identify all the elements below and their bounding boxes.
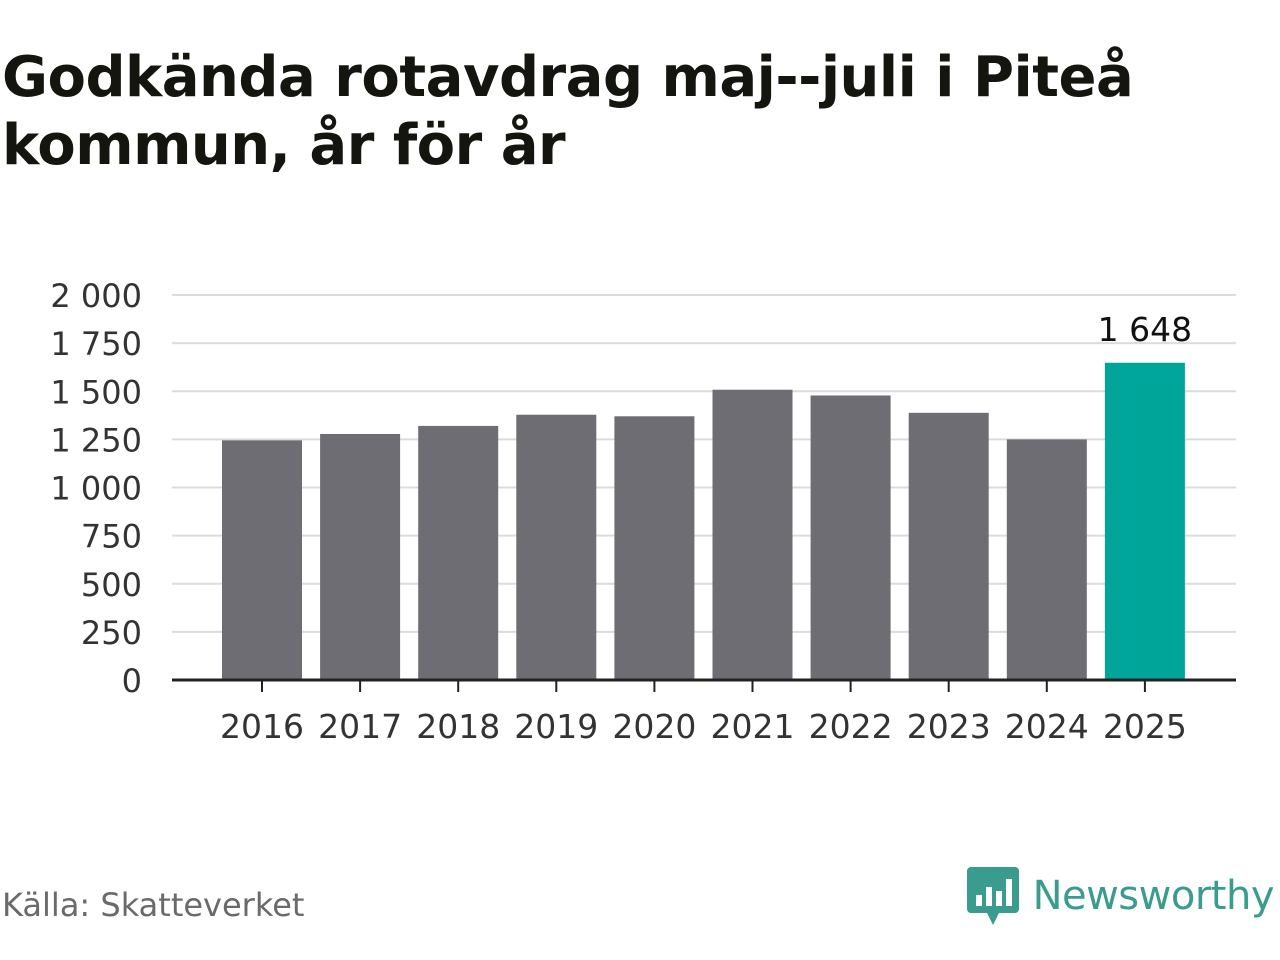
bar-2022: [810, 395, 891, 680]
bars: [222, 362, 1185, 680]
data-label: 1 648: [1098, 310, 1192, 349]
x-tick-label: 2022: [809, 707, 893, 746]
bar-2025: [1104, 362, 1185, 680]
data-labels: 1 648: [1098, 310, 1192, 349]
x-tick-label: 2016: [220, 707, 304, 746]
x-tick-label: 2023: [907, 707, 991, 746]
source-note: Källa: Skatteverket: [2, 886, 305, 924]
brand[interactable]: Newsworthy: [966, 864, 1275, 928]
y-tick-labels: 0 250 500 750 1 000 1 250 1 500 1 750 2 000: [50, 277, 142, 700]
x-tick-label: 2020: [612, 707, 696, 746]
x-tick-label: 2017: [318, 707, 402, 746]
x-tick-label: 2021: [711, 707, 795, 746]
x-tick-label: 2024: [1005, 707, 1089, 746]
brand-name: Newsworthy: [1032, 873, 1275, 919]
axes: [172, 678, 1236, 692]
bar-2019: [516, 414, 597, 680]
newsworthy-logo-icon: [966, 867, 1019, 925]
x-tick-labels: 2016 2017 2018 2019 2020 2021 2022 2023 2024 2025: [220, 707, 1187, 746]
y-tick-label: 0: [122, 662, 142, 700]
y-tick-label: 2 000: [50, 277, 142, 315]
bar-2021: [712, 389, 793, 680]
bar-2016: [222, 440, 302, 680]
y-tick-label: 750: [81, 518, 142, 556]
bar-2020: [614, 416, 695, 680]
y-tick-label: 1 250: [50, 421, 142, 459]
y-tick-label: 1 000: [50, 470, 142, 508]
bar-2017: [320, 433, 401, 680]
x-tick-label: 2025: [1103, 707, 1187, 746]
y-tick-label: 1 500: [50, 373, 142, 411]
y-tick-label: 250: [81, 614, 142, 652]
y-tick-label: 1 750: [50, 325, 142, 363]
y-tick-label: 500: [81, 566, 142, 604]
bar-2024: [1006, 439, 1087, 680]
bar-2018: [418, 425, 499, 680]
x-tick-label: 2018: [416, 707, 500, 746]
x-tick-label: 2019: [514, 707, 598, 746]
chart-title: Godkända rotavdrag maj--juli i Piteå kom…: [2, 45, 1134, 178]
bar-2023: [908, 412, 989, 680]
